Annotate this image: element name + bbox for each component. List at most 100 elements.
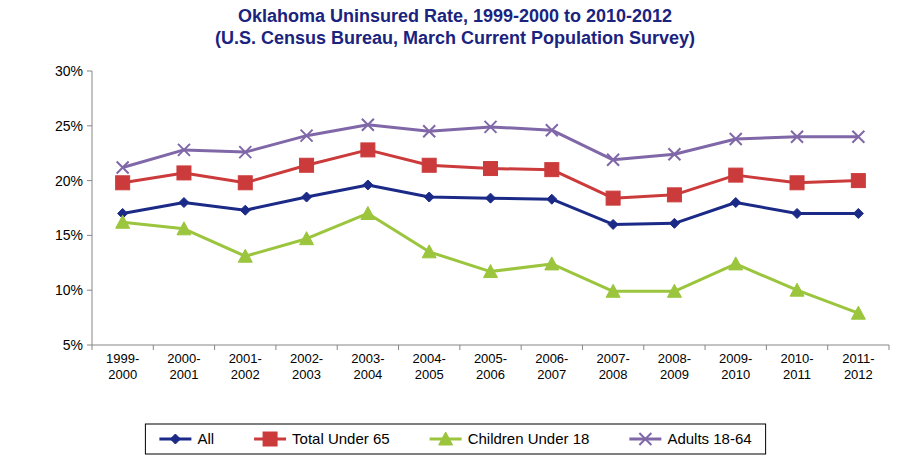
marker-square <box>790 176 804 190</box>
marker-x <box>178 144 190 156</box>
x-axis <box>92 345 889 346</box>
marker-diamond <box>424 192 434 202</box>
marker-triangle <box>729 257 743 270</box>
marker-square <box>545 163 559 177</box>
legend-label: Children Under 18 <box>468 430 590 447</box>
x-tick <box>275 345 276 350</box>
x-tick-label: 2007-2008 <box>596 351 629 382</box>
marker-diamond <box>486 193 496 203</box>
series-line <box>123 213 859 313</box>
y-tick-label: 25% <box>55 118 83 134</box>
marker-diamond <box>792 208 802 218</box>
x-tick <box>889 345 890 350</box>
x-tick-label: 2001-2002 <box>229 351 262 382</box>
x-tick <box>827 345 828 350</box>
x-tick <box>521 345 522 350</box>
marker-square <box>484 162 498 176</box>
series-line <box>123 150 859 198</box>
marker-triangle <box>545 257 559 270</box>
x-tick-label: 2006-2007 <box>535 351 568 382</box>
marker-square <box>116 176 130 190</box>
marker-square <box>851 174 865 188</box>
marker-diamond <box>240 205 250 215</box>
plot-area <box>116 119 866 320</box>
y-tick <box>87 71 92 72</box>
x-tick <box>705 345 706 350</box>
x-tick-label: 2010-2011 <box>780 351 813 382</box>
marker-diamond <box>669 218 679 228</box>
marker-diamond <box>731 198 741 208</box>
marker-x <box>791 131 803 143</box>
series-line <box>123 125 859 168</box>
x-tick-label: 2011-2012 <box>842 351 874 382</box>
marker-square <box>422 158 436 172</box>
x-tick <box>459 345 460 350</box>
marker-square <box>263 432 277 446</box>
marker-triangle <box>484 265 498 278</box>
marker-square <box>729 168 743 182</box>
marker-triangle <box>238 249 252 262</box>
x-tick-label: 1999-2000 <box>106 351 139 382</box>
x-tick <box>582 345 583 350</box>
marker-diamond <box>179 198 189 208</box>
y-axis <box>92 71 93 345</box>
x-tick <box>214 345 215 350</box>
y-tick <box>87 345 92 346</box>
x-tick-label: 2004-2005 <box>413 351 446 382</box>
marker-x <box>546 124 558 136</box>
marker-square <box>667 188 681 202</box>
marker-x <box>485 121 497 133</box>
marker-triangle <box>422 245 436 258</box>
legend-label: Total Under 65 <box>292 430 390 447</box>
y-tick <box>87 235 92 236</box>
legend-box <box>145 424 765 454</box>
y-tick-label: 15% <box>55 227 83 243</box>
y-tick <box>87 125 92 126</box>
subtitle: (U.S. Census Bureau, March Current Popul… <box>215 28 695 48</box>
marker-diamond <box>608 219 618 229</box>
marker-triangle <box>606 284 620 297</box>
marker-x <box>301 130 313 142</box>
title: Oklahoma Uninsured Rate, 1999-2000 to 20… <box>238 6 672 26</box>
chart: Oklahoma Uninsured Rate, 1999-2000 to 20… <box>0 0 911 468</box>
marker-diamond <box>547 194 557 204</box>
x-tick-label: 2005-2006 <box>474 351 507 382</box>
y-tick <box>87 180 92 181</box>
x-tick-label: 2002-2003 <box>290 351 323 382</box>
marker-triangle <box>300 232 314 245</box>
legend-label: Adults 18-64 <box>667 430 751 447</box>
marker-x <box>362 119 374 131</box>
marker-triangle <box>851 306 865 319</box>
marker-triangle <box>667 284 681 297</box>
x-tick-label: 2003-2004 <box>351 351 384 382</box>
x-tick <box>153 345 154 350</box>
y-tick-label: 10% <box>55 282 83 298</box>
marker-triangle <box>361 206 375 219</box>
marker-square <box>238 176 252 190</box>
x-tick-label: 2008-2009 <box>658 351 691 382</box>
marker-x <box>730 133 742 145</box>
marker-x <box>852 131 864 143</box>
marker-diamond <box>302 192 312 202</box>
marker-x <box>639 433 651 445</box>
marker-diamond <box>170 434 180 444</box>
x-tick-label: 2000-2001 <box>167 351 200 382</box>
marker-x <box>607 154 619 166</box>
marker-x <box>239 146 251 158</box>
x-tick-label: 2009-2010 <box>719 351 752 382</box>
legend-label: All <box>197 430 214 447</box>
marker-x <box>423 125 435 137</box>
series-line <box>123 185 859 224</box>
marker-square <box>606 191 620 205</box>
marker-triangle <box>177 222 191 235</box>
x-tick <box>643 345 644 350</box>
marker-x <box>668 148 680 160</box>
y-tick <box>87 290 92 291</box>
x-tick <box>766 345 767 350</box>
marker-square <box>300 158 314 172</box>
x-tick <box>92 345 93 350</box>
x-tick <box>337 345 338 350</box>
legend: All Total Under 65 Children Under 18 Adults… <box>145 424 765 454</box>
marker-square <box>361 143 375 157</box>
background <box>0 0 911 468</box>
